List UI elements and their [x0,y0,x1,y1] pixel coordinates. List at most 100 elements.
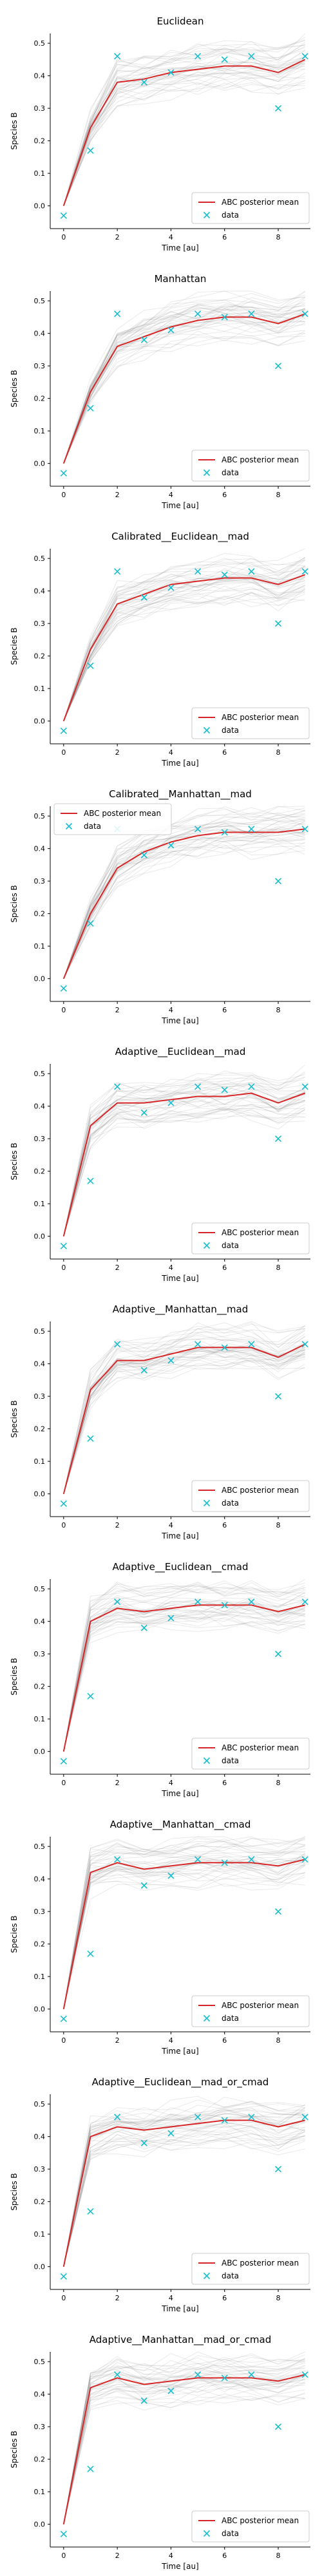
legend-label: ABC posterior mean [222,2001,299,2010]
posterior-sample-line [63,1101,305,1236]
posterior-sample-line [63,574,305,721]
posterior-sample-line [63,592,305,721]
posterior-sample-line [63,315,305,464]
data-point [87,920,94,927]
posterior-sample-line [63,1586,305,1752]
posterior-sample-line [63,846,305,979]
y-tick-label: 0.3 [34,1392,46,1401]
posterior-sample-line [63,1864,305,2009]
data-point [194,310,202,317]
posterior-sample-line [63,2132,305,2267]
posterior-sample-line [63,2121,305,2267]
x-tick-label: 4 [169,2294,173,2302]
data-point [194,1856,202,1863]
y-tick-label: 0.1 [34,1715,46,1723]
data-point [221,56,228,63]
posterior-sample-line [63,1091,305,1236]
posterior-sample-line [63,1582,305,1752]
y-tick-label: 0.4 [34,1360,46,1368]
posterior-sample-line [63,309,305,464]
posterior-sample-line [63,2356,305,2524]
posterior-sample-line [63,68,305,206]
data-point [301,1083,308,1090]
data-point [221,1859,228,1866]
posterior-sample-line [63,332,305,464]
data-point [60,727,67,734]
data-point [140,1109,147,1116]
y-tick-label: 0.2 [34,1940,46,1949]
y-tick-label: 0.3 [34,2165,46,2174]
legend-label: data [222,468,239,477]
y-tick-label: 0.5 [34,1842,46,1851]
data-point [167,69,175,76]
posterior-sample-line [63,1877,305,2009]
posterior-sample-line [63,1600,305,1752]
legend: ABC posterior mean data [53,803,172,835]
data-point [301,1598,308,1605]
posterior-sample-line [63,1855,305,2009]
x-tick-label: 6 [222,2036,227,2045]
posterior-sample-line [63,829,305,979]
posterior-sample-line [63,2140,305,2267]
data-point [301,53,308,60]
x-tick-label: 8 [276,491,281,499]
x-axis-label: Time [au] [161,2562,199,2571]
x-tick-label: 4 [169,491,173,499]
posterior-sample-line [63,1610,305,1752]
posterior-sample-line [63,813,305,979]
y-tick-label: 0.5 [34,1327,46,1336]
posterior-sample-line [63,1857,305,2009]
data-point [248,1083,255,1090]
legend-label: ABC posterior mean [222,713,299,722]
data-point [248,2114,255,2121]
posterior-sample-line [63,1843,305,2009]
posterior-sample-line [63,1611,305,1752]
posterior-sample-line [63,576,306,721]
posterior-sample-line [63,74,305,206]
y-tick-label: 0.3 [34,1908,46,1916]
posterior-sample-line [63,1860,305,2009]
posterior-samples [63,1321,306,1494]
x-axis-label: Time [au] [161,1016,199,1025]
posterior-sample-line [63,303,305,464]
x-tick-label: 0 [61,1006,66,1014]
posterior-mean-line [62,2119,305,2267]
data-point [221,1344,228,1351]
posterior-sample-line [63,46,305,206]
posterior-sample-line [63,44,305,206]
posterior-sample-line [63,1363,305,1494]
chart-title: Manhattan [155,273,207,285]
x-tick-label: 0 [61,491,66,499]
posterior-sample-line [63,2387,305,2524]
legend: ABC posterior mean data [191,1738,310,1770]
posterior-sample-line [63,1348,305,1494]
posterior-sample-line [63,826,305,979]
y-axis-label: Species B [10,885,19,922]
legend-label: data [222,1241,239,1250]
chart-panel: Calibrated__Manhattan__mad 0 2 4 6 8 0.0 0.1 0.2… [10,788,310,1025]
data-point [114,1598,121,1605]
y-tick-label: 0.3 [34,1650,46,1658]
posterior-sample-line [63,2125,305,2267]
data-point [167,327,175,334]
data-point [221,2117,228,2124]
chart-panel: Manhattan 0 2 4 6 8 0.0 0.1 0.2 0.3 0.4 0.5 Time [au… [10,273,310,510]
posterior-sample-line [63,302,305,464]
y-tick-label: 0.4 [34,330,46,338]
data-point [87,404,94,412]
data-point [140,1367,147,1374]
posterior-sample-line [63,314,305,464]
y-axis-label: Species B [10,112,19,149]
posterior-sample-line [63,1844,305,2009]
y-axis-label: Species B [10,1142,19,1180]
y-tick-label: 0.3 [34,2423,46,2431]
posterior-sample-line [63,1343,305,1494]
posterior-sample-line [63,558,305,721]
legend-marker-swatch [65,822,73,830]
posterior-sample-line [63,1865,305,2009]
posterior-sample-line [63,1856,305,2009]
posterior-sample-line [63,77,305,206]
posterior-sample-line [63,1346,305,1494]
posterior-sample-line [63,1605,305,1752]
chart-panel: Adaptive__Euclidean__mad 0 2 4 6 8 0.0 0.1 0.2 0.… [10,1046,310,1283]
